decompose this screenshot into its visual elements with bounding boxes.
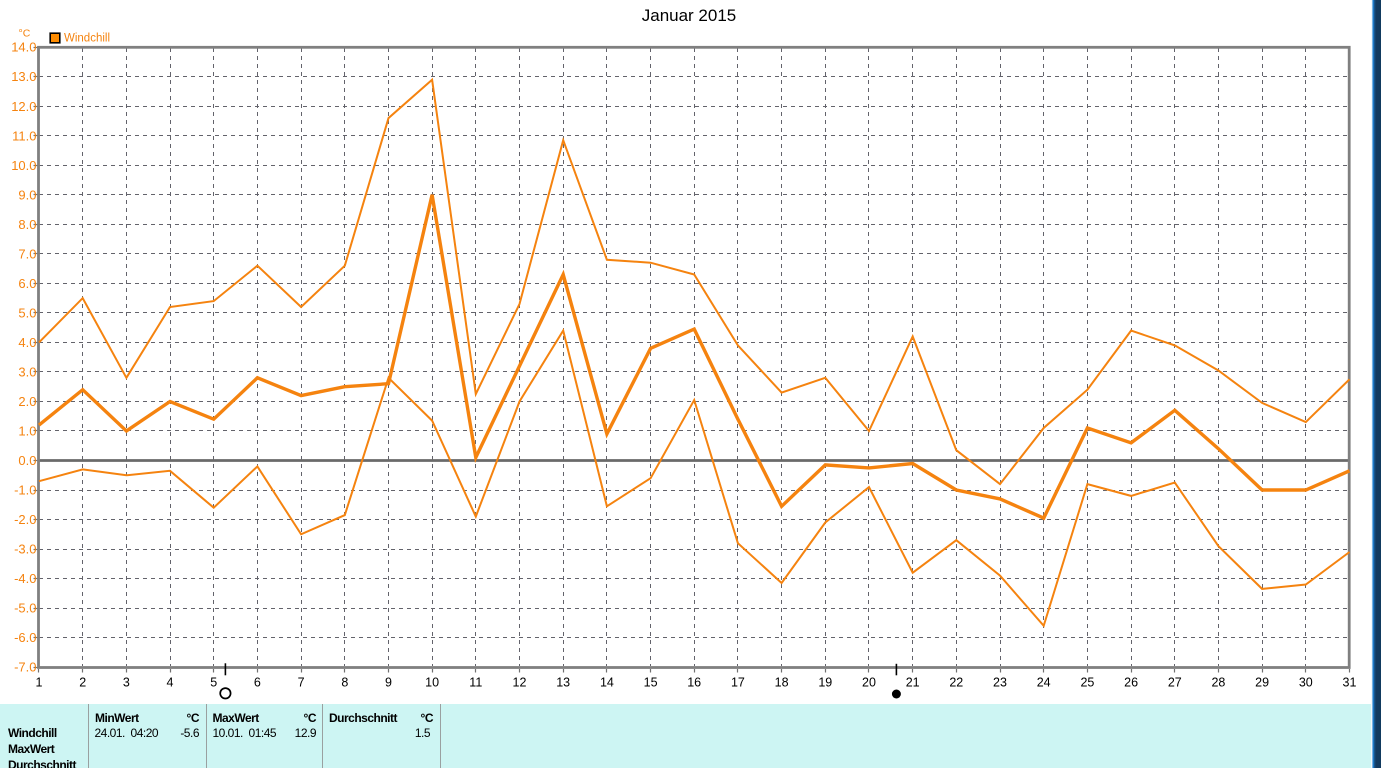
svg-text:°C: °C <box>19 28 31 40</box>
svg-text:2: 2 <box>79 676 86 690</box>
svg-text:9: 9 <box>385 676 392 690</box>
svg-text:8.0: 8.0 <box>18 217 36 232</box>
svg-text:16: 16 <box>687 676 701 690</box>
svg-text:1.0: 1.0 <box>18 424 36 439</box>
svg-text:14: 14 <box>600 676 614 690</box>
svg-text:1: 1 <box>36 676 43 690</box>
svg-text:24: 24 <box>1037 676 1051 690</box>
svg-text:18: 18 <box>775 676 789 690</box>
svg-text:25: 25 <box>1080 676 1094 690</box>
svg-text:Januar 2015: Januar 2015 <box>642 6 737 25</box>
svg-text:10: 10 <box>425 676 439 690</box>
svg-text:-3.0: -3.0 <box>14 542 36 557</box>
svg-text:5.0: 5.0 <box>18 305 36 320</box>
svg-text:12.0: 12.0 <box>11 99 36 114</box>
svg-text:10.0: 10.0 <box>11 158 36 173</box>
svg-text:19: 19 <box>818 676 832 690</box>
svg-text:5: 5 <box>210 676 217 690</box>
svg-text:-4.0: -4.0 <box>14 571 36 586</box>
svg-text:-5.0: -5.0 <box>14 601 36 616</box>
svg-text:30: 30 <box>1299 676 1313 690</box>
svg-text:28: 28 <box>1211 676 1225 690</box>
svg-text:0.0: 0.0 <box>18 453 36 468</box>
svg-text:17: 17 <box>731 676 745 690</box>
svg-text:8: 8 <box>341 676 348 690</box>
svg-text:9.0: 9.0 <box>18 187 36 202</box>
svg-text:-2.0: -2.0 <box>14 512 36 527</box>
svg-text:6.0: 6.0 <box>18 276 36 291</box>
svg-text:23: 23 <box>993 676 1007 690</box>
svg-text:12: 12 <box>513 676 527 690</box>
svg-text:3: 3 <box>123 676 130 690</box>
svg-text:7.0: 7.0 <box>18 246 36 261</box>
svg-text:21: 21 <box>906 676 920 690</box>
svg-text:-1.0: -1.0 <box>14 483 36 498</box>
svg-text:7: 7 <box>298 676 305 690</box>
svg-text:13.0: 13.0 <box>11 69 36 84</box>
svg-text:11.0: 11.0 <box>12 128 36 143</box>
svg-text:4.0: 4.0 <box>18 335 36 350</box>
svg-text:15: 15 <box>644 676 658 690</box>
svg-text:31: 31 <box>1343 676 1357 690</box>
svg-text:Windchill: Windchill <box>64 32 110 44</box>
svg-text:26: 26 <box>1124 676 1138 690</box>
svg-text:2.0: 2.0 <box>18 394 36 409</box>
svg-text:20: 20 <box>862 676 876 690</box>
svg-text:27: 27 <box>1168 676 1182 690</box>
svg-text:29: 29 <box>1255 676 1269 690</box>
svg-text:22: 22 <box>949 676 963 690</box>
svg-text:11: 11 <box>469 676 482 690</box>
svg-text:14.0: 14.0 <box>11 40 36 55</box>
svg-text:3.0: 3.0 <box>18 364 36 379</box>
svg-text:-7.0: -7.0 <box>14 660 36 675</box>
svg-text:-6.0: -6.0 <box>14 630 36 645</box>
svg-text:13: 13 <box>556 676 570 690</box>
svg-text:4: 4 <box>167 676 174 690</box>
svg-text:6: 6 <box>254 676 261 690</box>
